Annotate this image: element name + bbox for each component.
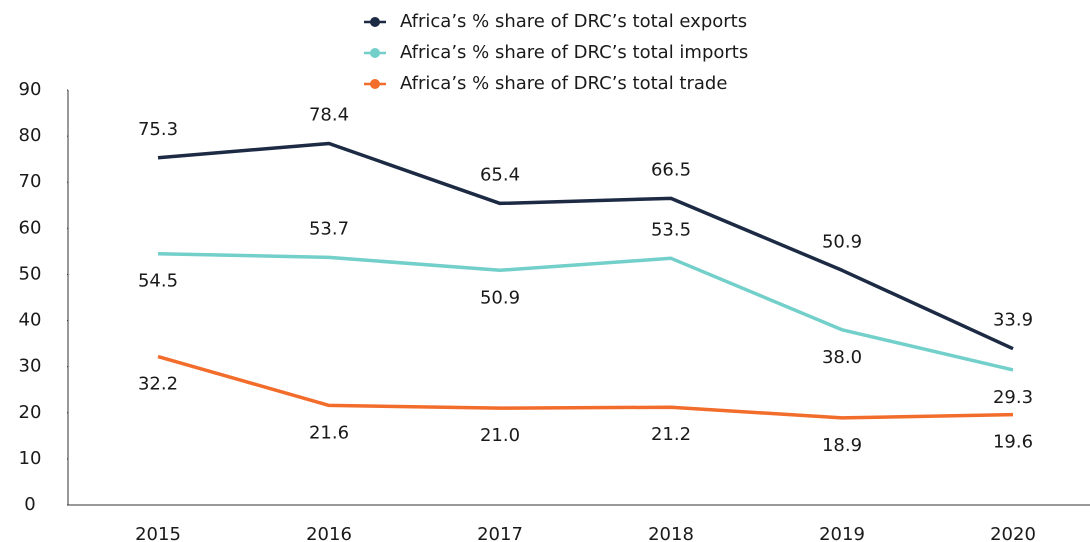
line-series [157,251,1014,372]
data-label: 50.9 [822,231,862,252]
x-tick-label: 2016 [306,524,352,542]
data-label: 33.9 [993,310,1033,331]
data-label: 75.3 [138,119,178,140]
y-tick-label: 30 [19,356,42,377]
data-label: 18.9 [822,435,862,456]
data-label: 66.5 [651,159,691,180]
data-label: 65.4 [480,164,520,185]
x-tick-label: 2018 [648,524,694,542]
y-tick-label: 20 [19,402,42,423]
legend-dot [370,79,380,89]
data-label: 21.6 [309,422,349,443]
legend-label: Africa’s % share of DRC’s total trade [400,73,727,94]
data-label: 38.0 [822,347,862,368]
y-tick-label: 40 [19,310,42,331]
x-tick-label: 2017 [477,524,523,542]
data-label: 21.2 [651,424,691,445]
y-tick-label: 80 [19,125,42,146]
legend-label: Africa’s % share of DRC’s total imports [400,42,748,63]
data-label: 19.6 [993,432,1033,453]
y-tick-label: 90 [19,79,42,100]
data-label: 54.5 [138,271,178,292]
data-label: 78.4 [309,104,349,125]
legend-dot [370,17,380,27]
line-series [157,141,1014,351]
legend-label: Africa’s % share of DRC’s total exports [400,11,747,32]
y-tick-label: 10 [19,448,42,469]
y-tick-label: 60 [19,217,42,238]
data-label: 29.3 [993,387,1033,408]
y-tick-label: 70 [19,171,42,192]
y-tick-label: 50 [19,263,42,284]
x-tick-label: 2015 [135,524,181,542]
y-tick-label: 0 [24,494,35,515]
data-label: 53.5 [651,219,691,240]
data-label: 50.9 [480,287,520,308]
line-series [157,354,1014,420]
legend-dot [370,48,380,58]
data-label: 21.0 [480,425,520,446]
x-tick-label: 2019 [819,524,865,542]
data-label: 53.7 [309,218,349,239]
data-label: 32.2 [138,374,178,395]
x-tick-label: 2020 [990,524,1036,542]
